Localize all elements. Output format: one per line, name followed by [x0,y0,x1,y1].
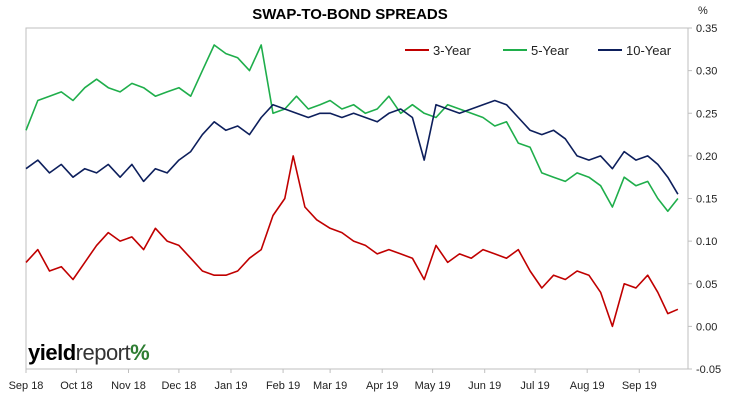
series-line-5-year [25,44,679,213]
legend-label-5-year: 5-Year [531,43,569,58]
logo-word-yield: yield [28,340,76,365]
legend-label-10-year: 10-Year [626,43,672,58]
logo-percent-mark: % [130,340,150,365]
logo-word-report: report [75,340,131,365]
x-tick-label: Aug 19 [570,380,605,392]
x-tick-label: Jul 19 [520,380,549,392]
x-tick-label: Sep 18 [9,380,44,392]
x-tick-label: Dec 18 [161,380,196,392]
y-tick-label: 0.20 [696,151,717,163]
series-line-3-year [25,155,679,328]
y-tick-label: 0.00 [696,321,717,333]
x-tick-label: Sep 19 [622,380,657,392]
legend-label-3-year: 3-Year [433,43,471,58]
x-tick-label: Nov 18 [111,380,146,392]
y-tick-label: 0.15 [696,194,717,206]
x-tick-label: Apr 19 [366,380,398,392]
x-tick-label: Oct 18 [60,380,92,392]
series-line-10-year [25,99,679,195]
x-tick-label: May 19 [415,380,451,392]
x-tick-label: Feb 19 [266,380,300,392]
y-unit-label: % [698,5,708,17]
y-tick-label: 0.05 [696,279,717,291]
y-tick-label: 0.35 [696,23,717,35]
y-tick-label: 0.10 [696,236,717,248]
x-tick-label: Jun 19 [468,380,501,392]
x-tick-label: Jan 19 [214,380,247,392]
plot-frame [25,27,689,370]
chart-title: SWAP-TO-BOND SPREADS [252,6,448,23]
yieldreport-logo: yieldreport% [28,340,150,366]
y-tick-label: 0.30 [696,66,717,78]
y-tick-label: 0.25 [696,108,717,120]
y-tick-label: -0.05 [696,364,721,376]
x-tick-label: Mar 19 [313,380,347,392]
